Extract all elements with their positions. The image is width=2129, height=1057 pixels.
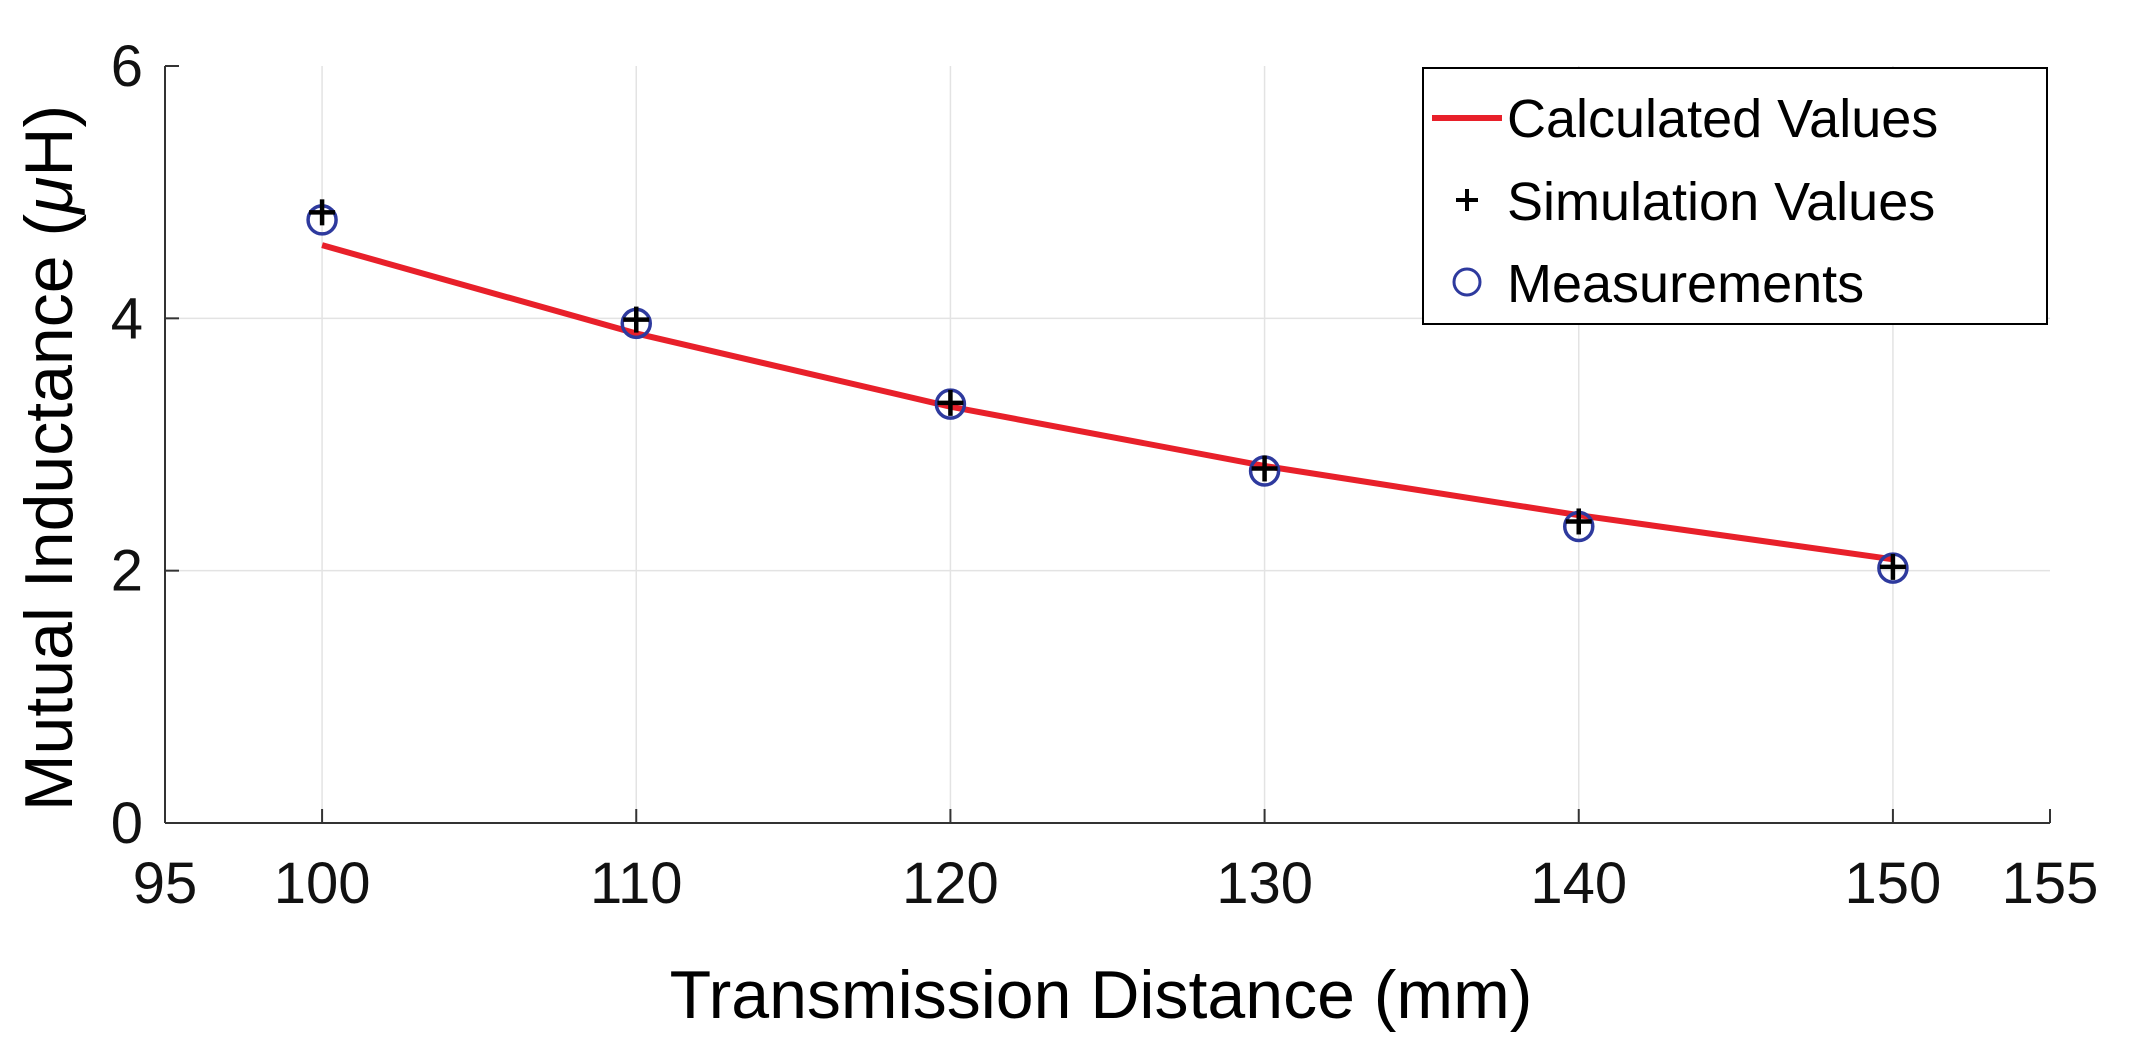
x-tick-label: 150 [1845,851,1942,916]
legend-label-measurements: Measurements [1507,254,1864,314]
simulation-point [1879,553,1906,580]
x-tick-label: 100 [274,851,371,916]
x-tick-label: 140 [1530,851,1627,916]
series-simulation-values [309,199,1906,580]
calculated-values-line [321,242,1894,563]
x-tick-label: 155 [2002,851,2099,916]
legend-swatch-measurements [1452,267,1482,297]
y-tick-label: 6 [111,34,143,99]
y-axis-title-mu: μ [11,177,87,216]
x-tick-label: 110 [590,851,682,916]
x-tick-label: 95 [133,851,198,916]
legend: Calculated Values Simulation Values Meas… [1422,67,2048,325]
y-axis-title: Mutual Inductance (μH) [11,105,87,811]
x-tick-label: 130 [1216,851,1313,916]
plot-series [306,199,1909,584]
y-tick-label: 2 [111,539,143,604]
legend-label-calculated: Calculated Values [1507,89,1938,149]
y-axis-title-text: Mutual Inductance ( [11,214,87,812]
legend-box [1422,67,2048,325]
legend-swatch-simulation [1456,189,1478,211]
x-axis-title: Transmission Distance (mm) [670,957,1533,1033]
x-tick-label: 120 [902,851,999,916]
y-axis-title-tail: H) [11,105,87,177]
simulation-point [309,199,336,226]
simulation-point [623,306,650,333]
axes [164,65,2051,824]
legend-label-simulation: Simulation Values [1507,172,1935,232]
simulation-point [1565,508,1592,535]
series-calculated-values [321,242,1894,563]
y-tick-label: 0 [111,791,143,856]
simulation-point [1251,455,1278,482]
tick-labels: 95 100 110 120 130 140 150 155 0 2 4 6 [111,34,2099,916]
simulation-point [937,389,964,416]
y-tick-label: 4 [111,286,143,351]
